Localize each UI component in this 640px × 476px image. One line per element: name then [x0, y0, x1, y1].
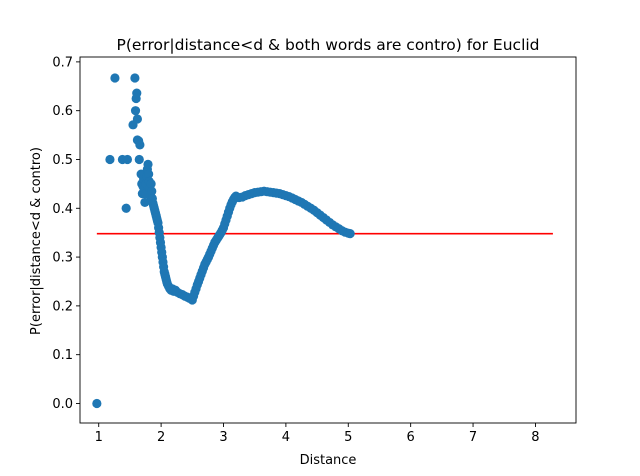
data-point: [130, 106, 141, 116]
y-tick-label: 0.7: [52, 55, 73, 70]
axes-frame: [79, 56, 577, 424]
x-axis-label: Distance: [300, 453, 357, 468]
x-tick-label: 8: [531, 430, 539, 445]
data-point: [134, 154, 144, 165]
y-tick-label: 0.2: [52, 299, 73, 314]
x-tick-label: 4: [282, 430, 290, 445]
y-tick-label: 0.1: [52, 348, 73, 363]
data-point: [132, 88, 142, 98]
data-point: [135, 140, 145, 150]
data-point: [132, 114, 142, 124]
data-point: [121, 203, 131, 213]
x-tick-label: 5: [344, 430, 352, 445]
x-tick-label: 7: [469, 430, 477, 445]
data-point: [122, 154, 133, 165]
data-point: [147, 186, 157, 196]
x-tick-label: 2: [157, 430, 165, 445]
y-tick-label: 0.5: [52, 153, 73, 168]
axes: 1 2 3 4 5 6 7 8 0.0 0.1 0.2 0.3 0.4 0.5 0.6 0.7: [52, 55, 577, 445]
data-point: [140, 197, 150, 208]
y-tick-label: 0.3: [52, 251, 73, 266]
data-point: [105, 154, 115, 165]
x-tick-label: 1: [95, 430, 103, 445]
data-point: [146, 179, 156, 189]
y-axis-label: P(error|distance<d & contro): [29, 147, 44, 335]
x-tick-label: 6: [407, 430, 415, 445]
data-point: [130, 73, 140, 83]
plot-area: [92, 73, 553, 409]
data-point: [345, 229, 355, 239]
data-point: [144, 169, 154, 179]
y-tick-label: 0.6: [52, 104, 73, 119]
x-tick-label: 3: [219, 430, 227, 445]
chart-title: P(error|distance<d & both words are cont…: [116, 36, 539, 54]
data-point: [92, 398, 102, 409]
data-point: [143, 159, 153, 169]
y-tick-label: 0.4: [52, 202, 73, 217]
data-point: [110, 73, 120, 83]
y-tick-label: 0.0: [52, 397, 73, 412]
